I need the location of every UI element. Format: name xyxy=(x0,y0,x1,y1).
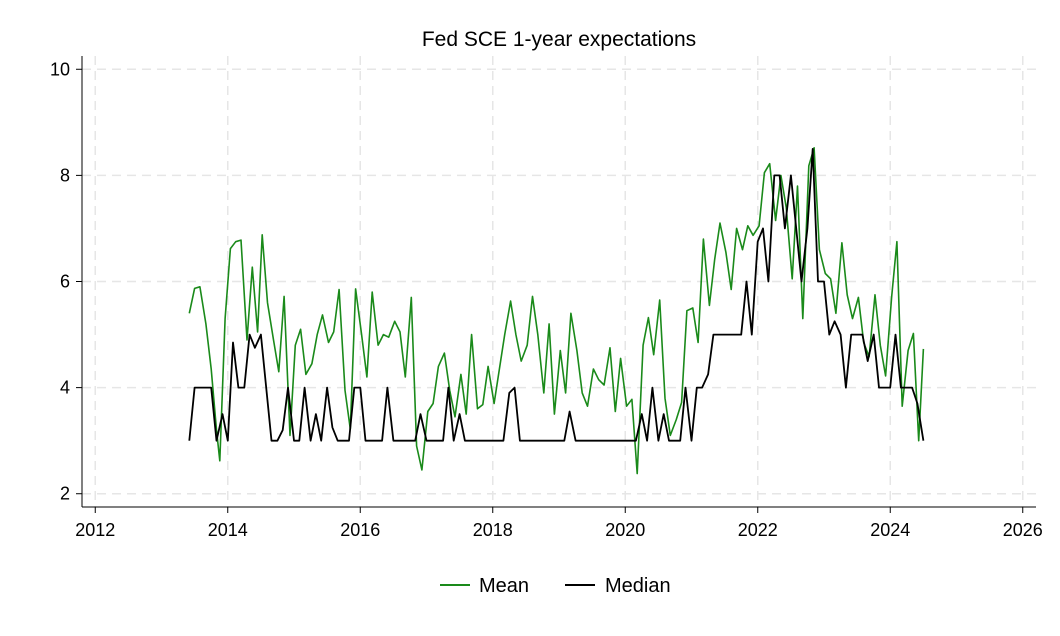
y-tick-label: 2 xyxy=(60,484,70,504)
axes: 2 4 6 8 10 2012 2014 2016 2018 2020 2022 2024 2026 xyxy=(50,56,1043,540)
legend: Mean Median xyxy=(440,575,671,597)
x-tick-label: 2012 xyxy=(75,520,115,540)
x-tick-label: 2026 xyxy=(1003,520,1043,540)
x-tick-label: 2014 xyxy=(208,520,248,540)
chart-title: Fed SCE 1-year expectations xyxy=(422,28,696,51)
series-lines xyxy=(188,147,925,475)
y-tick-label: 10 xyxy=(50,59,70,79)
y-tick-label: 8 xyxy=(60,165,70,185)
y-tick-label: 4 xyxy=(60,378,70,398)
x-tick-label: 2022 xyxy=(738,520,778,540)
series-line-median xyxy=(188,148,925,442)
legend-label-mean: Mean xyxy=(479,575,529,597)
y-tick-label: 6 xyxy=(60,272,70,292)
x-tick-label: 2016 xyxy=(340,520,380,540)
gridlines xyxy=(82,56,1036,507)
x-tick-label: 2024 xyxy=(870,520,910,540)
legend-label-median: Median xyxy=(605,575,671,597)
x-tick-label: 2020 xyxy=(605,520,645,540)
x-tick-label: 2018 xyxy=(473,520,513,540)
